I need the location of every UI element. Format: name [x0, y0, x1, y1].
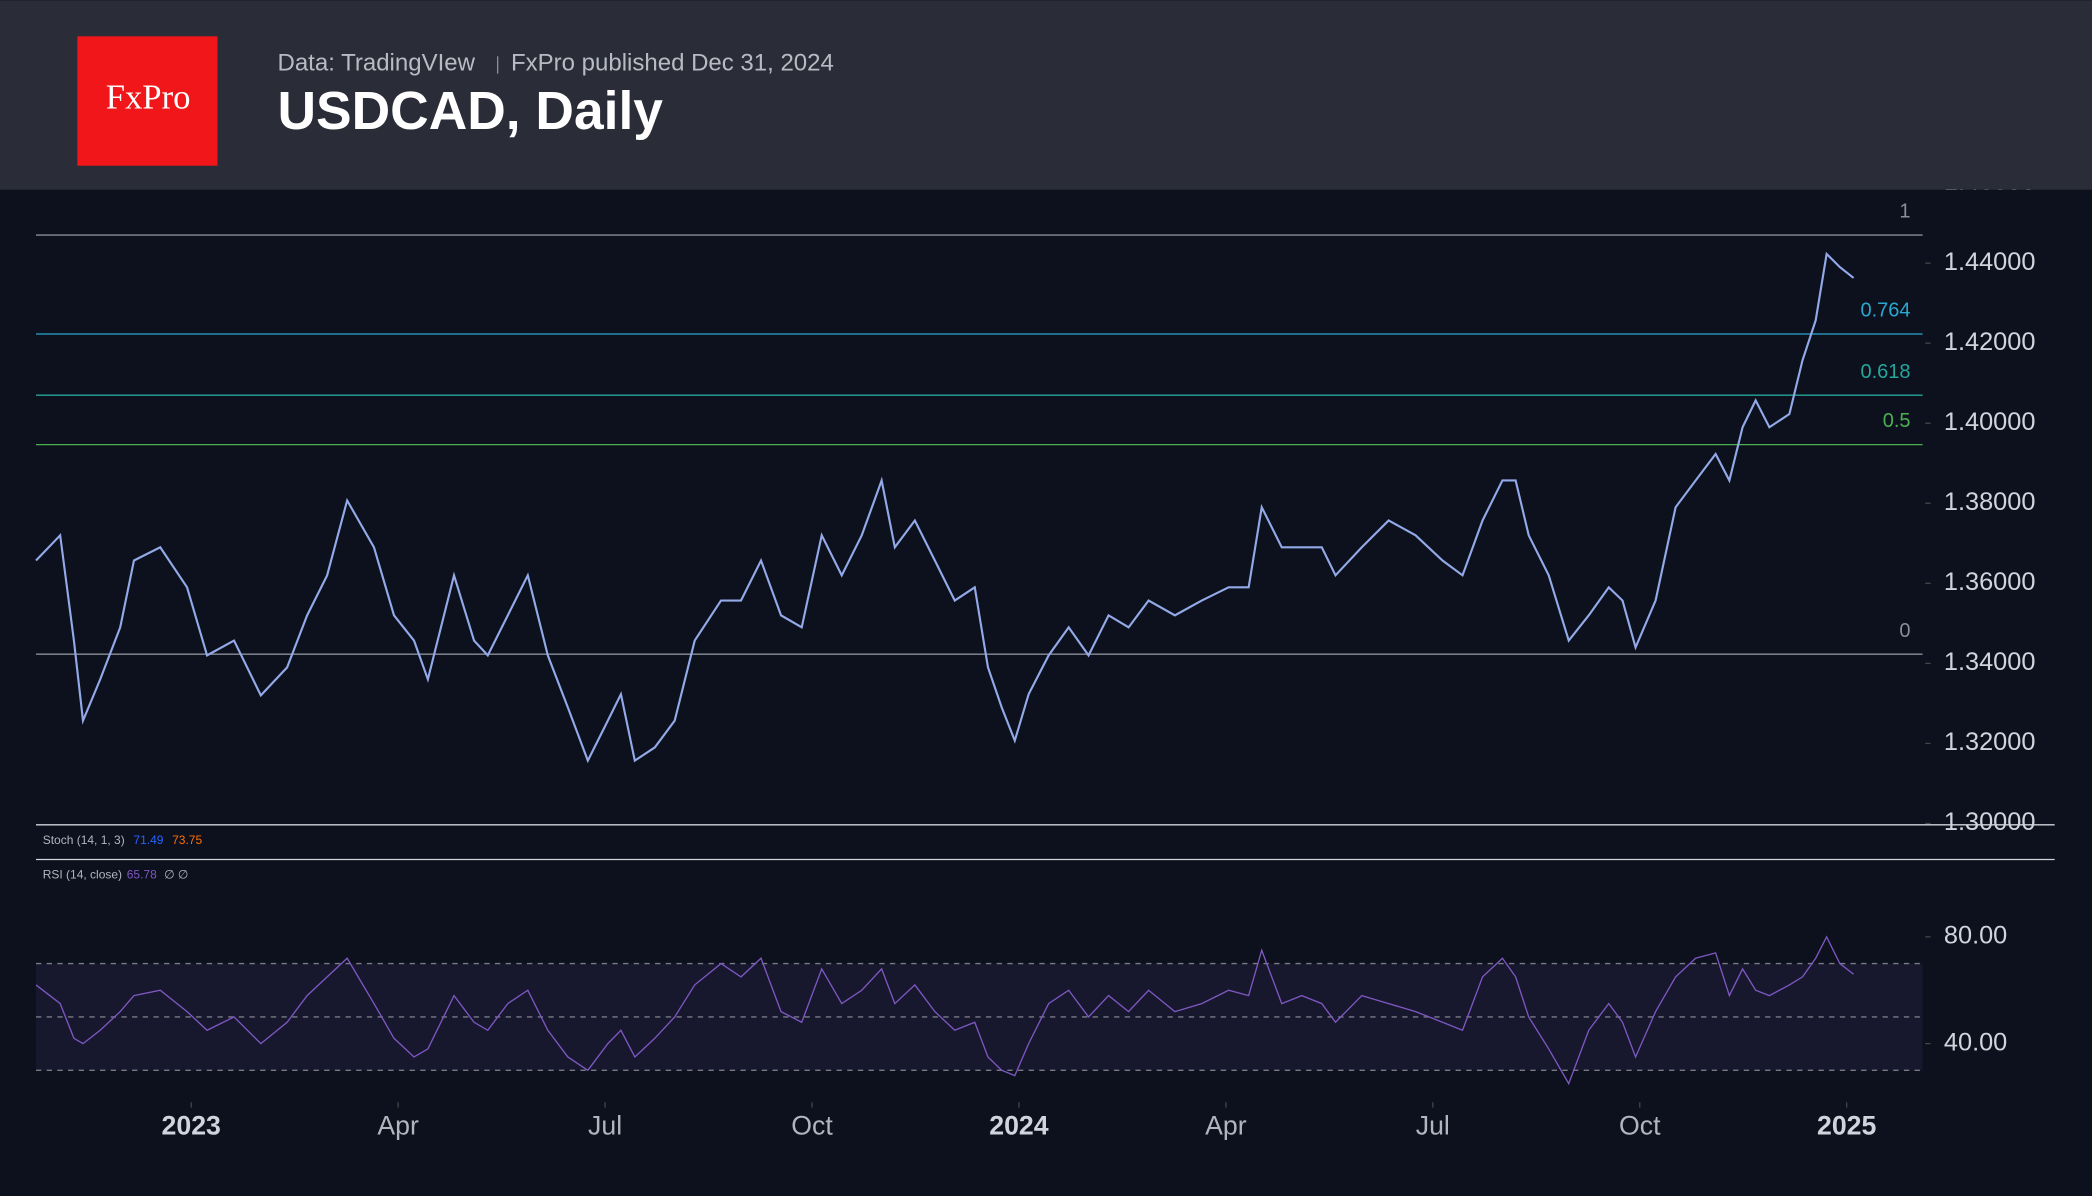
y-tick-label: 1.32000: [1944, 728, 2036, 756]
rsi-placeholder: ∅ ∅: [164, 868, 188, 882]
x-tick-label: 2024: [989, 1111, 1049, 1141]
fib-label: 0: [1899, 620, 1910, 642]
y-tick-label: 40.00: [1944, 1028, 2007, 1056]
x-tick-label: Oct: [791, 1111, 833, 1141]
y-tick-label: 1.40000: [1944, 408, 2036, 436]
published: FxPro published Dec 31, 2024: [511, 50, 834, 77]
logo: FxPro: [106, 77, 191, 116]
y-tick-label: 1.34000: [1944, 648, 2036, 676]
y-tick-label: 1.36000: [1944, 568, 2036, 596]
rsi-current: 65.78: [127, 868, 157, 882]
plot-area: 1.30000 1.32000 1.34000 1.36000 1.38000 1.400…: [35, 168, 2036, 1141]
header: [0, 0, 2092, 190]
fib-label: 0.5: [1883, 410, 1911, 432]
y-tick-label: 80.00: [1944, 922, 2007, 950]
y-tick-label: 1.30000: [1944, 808, 2036, 836]
stoch-d: 73.75: [172, 833, 202, 847]
x-tick-label: Jul: [588, 1111, 622, 1141]
x-tick-label: Oct: [1619, 1111, 1661, 1141]
x-tick-label: 2023: [162, 1111, 221, 1141]
rsi-title: RSI (14, close): [43, 868, 122, 882]
source: Data: TradingVIew: [278, 50, 476, 77]
fib-label: 0.764: [1860, 300, 1910, 322]
stoch-title: Stoch (14, 1, 3): [43, 833, 125, 847]
x-tick-label: Apr: [377, 1111, 419, 1141]
x-tick-label: Apr: [1205, 1111, 1247, 1141]
price-line: [35, 251, 1855, 764]
logo-box: [77, 36, 218, 166]
x-tick-label: 2025: [1817, 1111, 1877, 1141]
rsi-line: [35, 935, 1854, 1086]
y-tick-label: 1.44000: [1944, 248, 2036, 276]
y-tick-label: 1.38000: [1944, 488, 2036, 516]
x-tick-label: Jul: [1416, 1111, 1450, 1141]
fib-label: 0.618: [1860, 361, 1910, 383]
stoch-k: 71.49: [133, 833, 163, 847]
y-tick-label: 1.42000: [1944, 328, 2036, 356]
fib-label: 1: [1899, 201, 1910, 223]
title: USDCAD, Daily: [278, 82, 664, 141]
